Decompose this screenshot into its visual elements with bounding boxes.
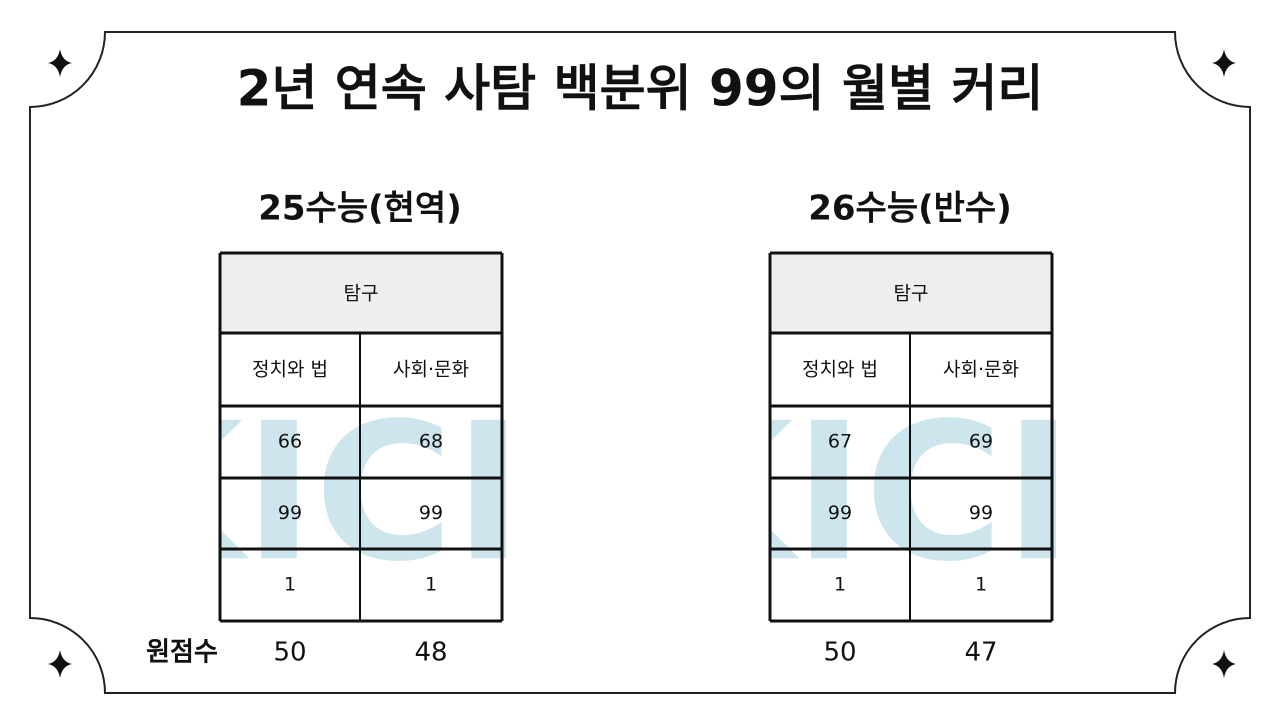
table-caption: 26수능(반수) — [808, 189, 1012, 229]
column-header: 정치와 법 — [802, 359, 878, 381]
watermark-group: KICE — [96, 382, 583, 603]
raw-score-label: 원점수 — [146, 638, 218, 668]
frame — [29, 31, 1251, 694]
table-cell: 1 — [975, 574, 987, 596]
table-cell: 99 — [969, 502, 993, 524]
watermark-group: KICE — [646, 382, 1133, 603]
raw-score: 50 — [823, 638, 856, 668]
table-cell: 99 — [278, 502, 302, 524]
column-header: 정치와 법 — [252, 359, 328, 381]
table-header: 탐구 — [344, 283, 379, 305]
watermark: KICE — [646, 382, 1133, 603]
watermark: KICE — [96, 382, 583, 603]
column-header: 사회·문화 — [943, 359, 1019, 381]
title: 2년 연속 사탐 백분위 99의 월별 커리 — [237, 60, 1044, 118]
sparkle — [48, 650, 72, 678]
column-header: 사회·문화 — [393, 359, 469, 381]
table-cell: 99 — [419, 502, 443, 524]
table-cell: 67 — [828, 431, 852, 453]
table-cell: 69 — [969, 431, 993, 453]
table-caption: 25수능(현역) — [258, 189, 462, 229]
table-cell: 99 — [828, 502, 852, 524]
sparkle — [48, 49, 72, 77]
table-cell: 1 — [425, 574, 437, 596]
table-cell: 66 — [278, 431, 302, 453]
table-cell: 68 — [419, 431, 443, 453]
sparkle — [1212, 650, 1236, 678]
raw-score: 50 — [273, 638, 306, 668]
header-cell — [770, 253, 1052, 333]
table-cell: 1 — [834, 574, 846, 596]
sparkles — [48, 49, 1236, 678]
raw-score: 48 — [414, 638, 447, 668]
header-cell — [220, 253, 502, 333]
table-header: 탐구 — [894, 283, 929, 305]
sparkle — [1212, 49, 1236, 77]
table-cell: 1 — [284, 574, 296, 596]
raw-score: 47 — [964, 638, 997, 668]
